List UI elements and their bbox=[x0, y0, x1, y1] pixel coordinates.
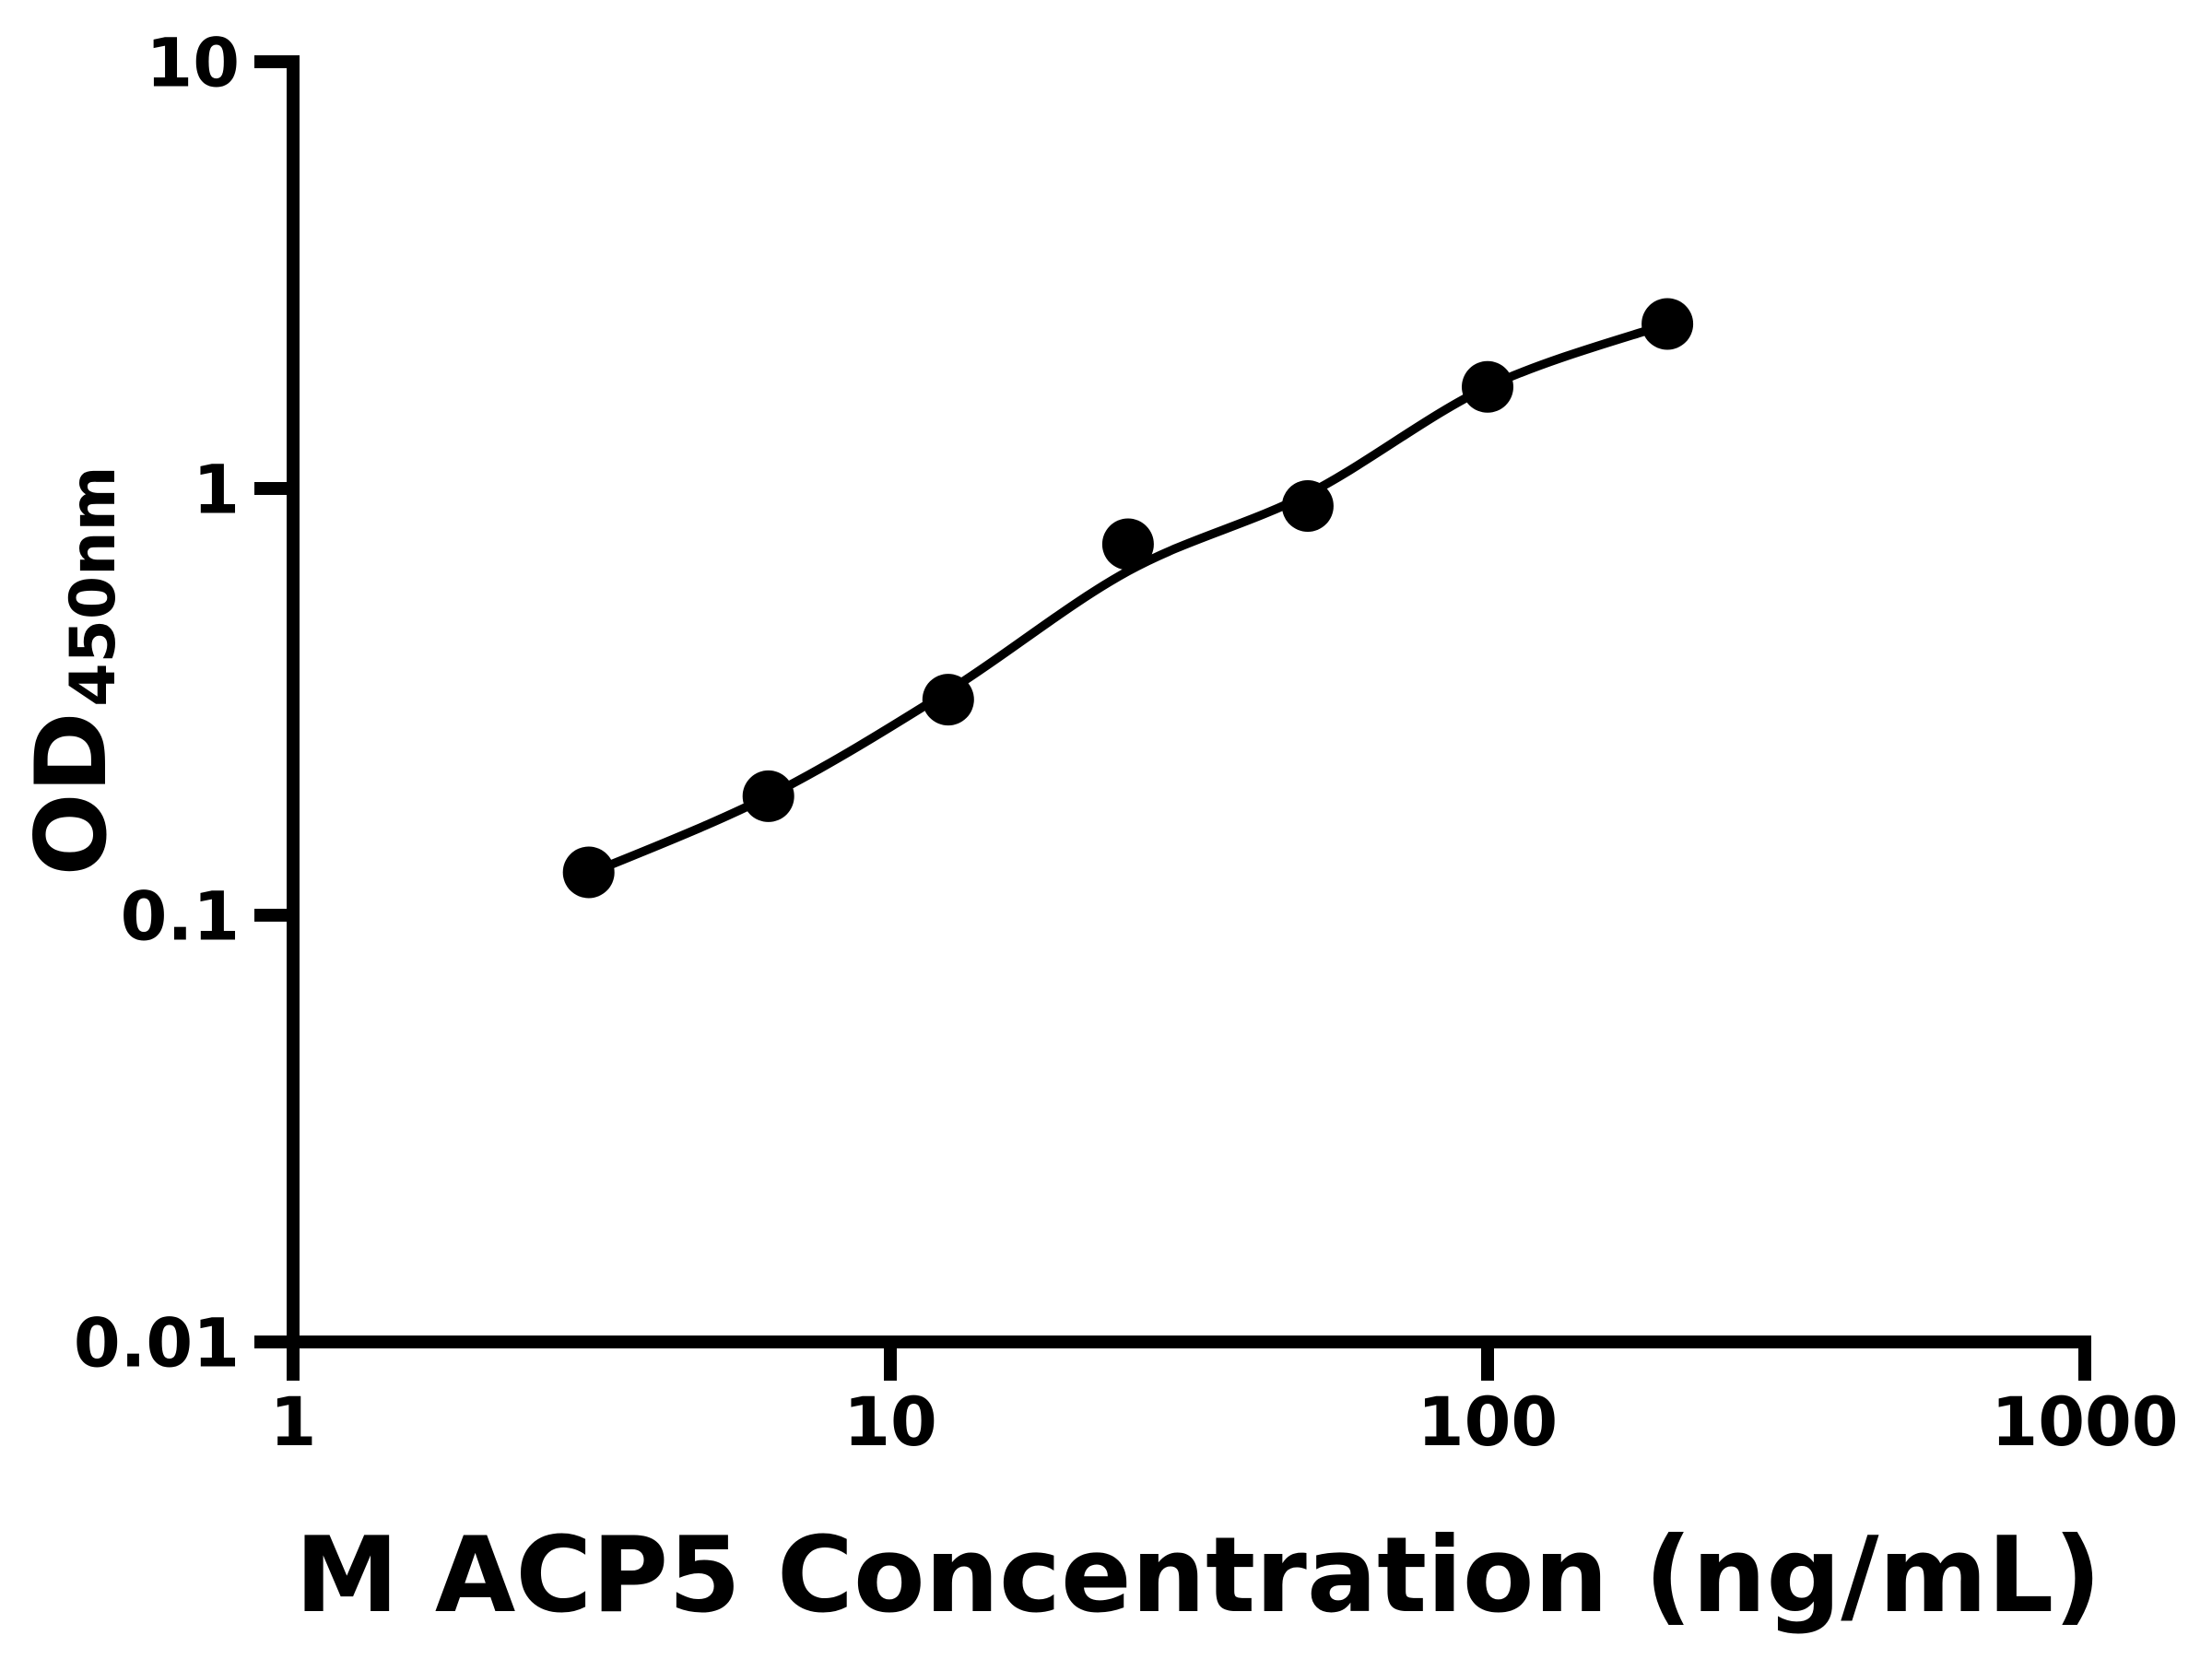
x-tick-label: 10 bbox=[843, 1383, 937, 1462]
y-axis-tick-labels: 10 1 0.1 0.01 bbox=[74, 24, 240, 1382]
data-point bbox=[562, 846, 615, 899]
x-tick-label: 1 bbox=[270, 1383, 317, 1462]
y-axis-title: OD 450nm bbox=[15, 466, 130, 877]
axes bbox=[254, 55, 2091, 1348]
data-point bbox=[742, 770, 794, 822]
x-tick-label: 100 bbox=[1418, 1383, 1558, 1462]
data-point bbox=[922, 674, 974, 726]
x-tick-label: 1000 bbox=[1991, 1383, 2178, 1462]
y-tick-label: 0.1 bbox=[121, 877, 240, 956]
y-tick-label: 10 bbox=[146, 24, 240, 102]
data-point bbox=[1641, 298, 1694, 350]
y-tick-label: 1 bbox=[193, 451, 240, 529]
data-point bbox=[1281, 480, 1334, 532]
y-axis-title-subscript: 450nm bbox=[57, 466, 130, 707]
data-point bbox=[1101, 518, 1154, 571]
y-tick-label: 0.01 bbox=[74, 1304, 240, 1382]
x-axis-title: M ACP5 Concentration (ng/mL) bbox=[295, 1514, 2101, 1636]
data-point bbox=[1462, 360, 1513, 413]
y-axis-title-main: OD bbox=[15, 712, 128, 876]
series-points bbox=[562, 298, 1694, 899]
x-axis-ticks bbox=[287, 1342, 2091, 1381]
x-axis-tick-labels: 1 10 100 1000 bbox=[270, 1383, 2179, 1462]
